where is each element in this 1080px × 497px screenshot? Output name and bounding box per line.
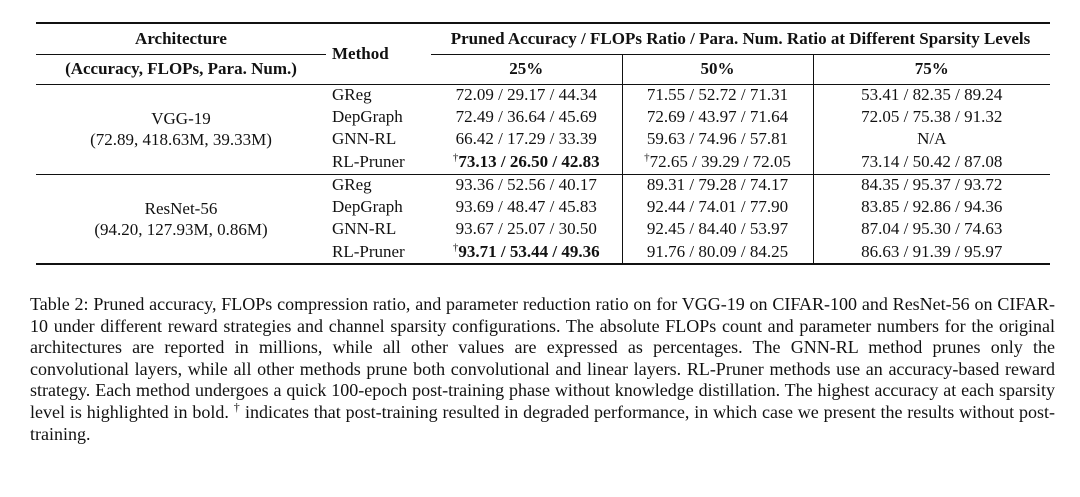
table-caption: Table 2: Pruned accuracy, FLOPs compress… <box>30 294 1055 445</box>
dagger-mark: † <box>452 151 459 164</box>
method-cell: GReg <box>332 85 372 105</box>
table-row: GNN-RL 66.42 / 17.29 / 33.39 59.63 / 74.… <box>36 128 1050 150</box>
header-group: Pruned Accuracy / FLOPs Ratio / Para. Nu… <box>431 23 1050 55</box>
value-cell: 66.42 / 17.29 / 33.39 <box>455 129 597 148</box>
value-cell-best: 92.45 / 84.40 / 53.97 <box>621 218 813 240</box>
value-cell: 89.31 / 79.28 / 74.17 <box>621 174 813 196</box>
value-text: 72.65 / 39.29 / 72.05 <box>649 151 791 171</box>
method-cell: GNN-RL <box>332 129 397 148</box>
arch-name: VGG-19 <box>151 109 211 128</box>
arch-stats: (94.20, 127.93M, 0.86M) <box>94 219 268 239</box>
arch-stats: (72.89, 418.63M, 39.33M) <box>90 130 272 149</box>
arch-cell-resnet56: ResNet-56 (94.20, 127.93M, 0.86M) <box>36 174 326 264</box>
table-row: RL-Pruner †93.71 / 53.44 / 49.36 91.76 /… <box>36 240 1050 264</box>
header-level-75: 75% <box>812 54 1050 84</box>
value-cell-best: 73.14 / 50.42 / 87.08 <box>812 150 1050 174</box>
caption-text: Table 2: Pruned accuracy, FLOPs compress… <box>30 294 1055 422</box>
table-row: ResNet-56 (94.20, 127.93M, 0.86M) GReg 9… <box>36 174 1050 239</box>
table-row: RL-Pruner †73.13 / 26.50 / 42.83 †72.65 … <box>36 150 1050 174</box>
dagger-mark: † <box>233 399 241 414</box>
method-cell: GReg <box>332 175 372 195</box>
header-architecture: Architecture <box>135 28 227 48</box>
value-cell-best: †93.71 / 53.44 / 49.36 <box>431 240 622 264</box>
value-cell: N/A <box>812 128 1050 150</box>
table-row: GNN-RL 93.67 / 25.07 / 30.50 92.45 / 84.… <box>36 218 1050 240</box>
results-table-container: Architecture Method Pruned Accuracy / FL… <box>36 22 1050 265</box>
table-row: VGG-19 (72.89, 418.63M, 39.33M) GReg 72.… <box>36 84 1050 149</box>
table-row: DepGraph 93.69 / 48.47 / 45.83 92.44 / 7… <box>36 196 1050 218</box>
value-text: 73.13 / 26.50 / 42.83 <box>458 151 600 171</box>
value-cell: 93.69 / 48.47 / 45.83 <box>455 197 597 216</box>
value-cell: 93.36 / 52.56 / 40.17 <box>455 175 597 195</box>
table-row: DepGraph 72.49 / 36.64 / 45.69 72.69 / 4… <box>36 106 1050 128</box>
method-cell: DepGraph <box>332 197 403 216</box>
value-cell: 72.05 / 75.38 / 91.32 <box>812 106 1050 128</box>
value-cell: 72.49 / 36.64 / 45.69 <box>455 107 597 126</box>
value-cell: 86.63 / 91.39 / 95.97 <box>812 240 1050 264</box>
value-cell: 92.44 / 74.01 / 77.90 <box>621 196 813 218</box>
value-cell: 83.85 / 92.86 / 94.36 <box>812 196 1050 218</box>
results-table: Architecture Method Pruned Accuracy / FL… <box>36 22 1050 265</box>
value-text: 93.71 / 53.44 / 49.36 <box>458 241 600 261</box>
dagger-mark: † <box>452 240 459 253</box>
value-cell: 71.55 / 52.72 / 71.31 <box>621 84 813 106</box>
method-cell: RL-Pruner <box>332 241 405 261</box>
caption-text-cont: indicates that post-training resulted in… <box>30 401 1056 444</box>
dagger-mark: † <box>644 151 650 164</box>
value-cell-best: 72.69 / 43.97 / 71.64 <box>621 106 813 128</box>
method-cell: GNN-RL <box>332 219 397 238</box>
header-architecture-sub: (Accuracy, FLOPs, Para. Num.) <box>36 53 326 84</box>
arch-name: ResNet-56 <box>144 198 218 218</box>
arch-cell-vgg19: VGG-19 (72.89, 418.63M, 39.33M) <box>36 84 326 174</box>
value-cell-best: 87.04 / 95.30 / 74.63 <box>812 218 1050 240</box>
value-cell: †72.65 / 39.29 / 72.05 <box>621 150 813 174</box>
header-level-50: 50% <box>621 54 813 84</box>
value-cell: 93.67 / 25.07 / 30.50 <box>455 219 597 238</box>
value-cell-best: †73.13 / 26.50 / 42.83 <box>431 150 622 174</box>
value-cell: 59.63 / 74.96 / 57.81 <box>621 128 813 150</box>
method-cell: DepGraph <box>332 107 403 126</box>
value-cell: 72.09 / 29.17 / 44.34 <box>455 85 597 105</box>
value-cell: 53.41 / 82.35 / 89.24 <box>812 84 1050 106</box>
value-cell: 91.76 / 80.09 / 84.25 <box>621 240 813 264</box>
method-cell: RL-Pruner <box>332 151 405 171</box>
value-cell: 84.35 / 95.37 / 93.72 <box>812 174 1050 196</box>
header-method: Method <box>332 43 389 63</box>
header-level-25: 25% <box>509 59 544 78</box>
